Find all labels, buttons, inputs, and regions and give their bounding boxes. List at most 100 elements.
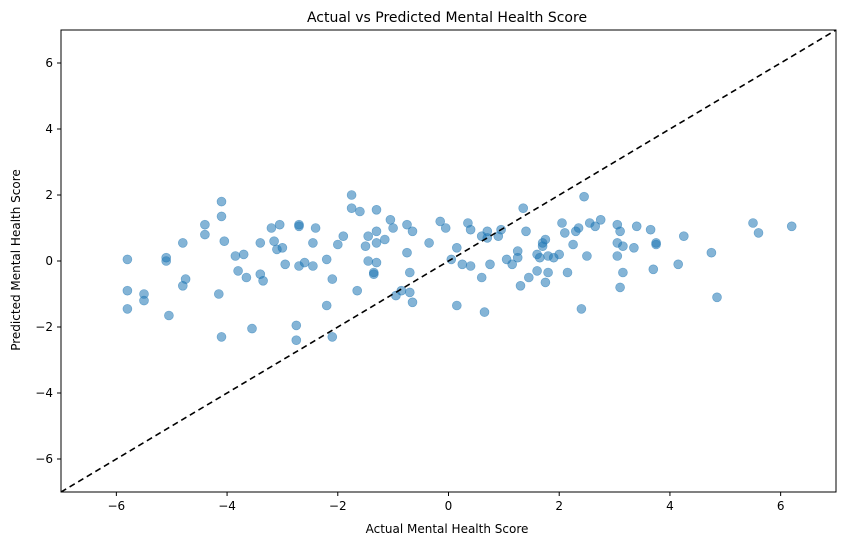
x-tick-label: −2 xyxy=(329,499,347,513)
scatter-point xyxy=(507,259,518,270)
scatter-point xyxy=(371,238,382,248)
scatter-point xyxy=(291,320,302,331)
scatter-point xyxy=(540,277,551,288)
scatter-point xyxy=(645,224,656,235)
scatter-point xyxy=(582,251,592,261)
y-tick-label: 0 xyxy=(45,254,53,268)
scatter-point xyxy=(512,246,523,256)
chart-title: Actual vs Predicted Mental Health Score xyxy=(307,10,587,26)
scatter-point xyxy=(485,259,495,270)
scatter-point xyxy=(214,289,224,299)
y-axis-label: Predicted Mental Health Score xyxy=(9,169,23,351)
x-tick-label: −6 xyxy=(108,499,126,513)
scatter-point xyxy=(258,275,268,286)
scatter-point xyxy=(532,266,542,276)
scatter-point xyxy=(299,257,310,268)
y-tick-label: −4 xyxy=(35,386,53,400)
scatter-point xyxy=(618,241,628,251)
scatter-point xyxy=(139,295,149,306)
scatter-point xyxy=(122,304,133,314)
scatter-point xyxy=(465,261,476,271)
x-axis-label: Actual Mental Health Score xyxy=(366,522,529,536)
y-tick-label: 6 xyxy=(45,56,53,70)
scatter-point xyxy=(352,285,363,296)
scatter-point xyxy=(479,307,490,317)
scatter-point xyxy=(629,243,639,253)
scatter-point xyxy=(321,254,332,265)
scatter-point xyxy=(615,282,625,293)
scatter-point xyxy=(385,215,396,225)
scatter-point xyxy=(266,223,277,233)
scatter-point xyxy=(277,243,288,253)
scatter-point xyxy=(216,211,227,222)
scatter-point xyxy=(371,257,382,268)
scatter-point xyxy=(291,335,302,346)
scatter-point xyxy=(451,300,462,311)
scatter-point xyxy=(451,243,462,253)
scatter-point xyxy=(424,238,434,248)
scatter-point xyxy=(371,205,382,215)
scatter-point xyxy=(706,247,717,258)
scatter-point xyxy=(371,226,382,237)
scatter-point xyxy=(557,218,567,228)
scatter-point xyxy=(355,206,365,217)
scatter-point xyxy=(241,272,252,283)
scatter-point xyxy=(590,221,601,232)
scatter-point xyxy=(363,231,374,241)
scatter-point xyxy=(440,223,451,233)
scatter-point xyxy=(308,261,318,271)
scatter-point xyxy=(748,218,758,228)
scatter-point xyxy=(521,226,531,237)
x-tick-label: 2 xyxy=(555,499,563,513)
scatter-point xyxy=(476,272,487,283)
x-tick-label: −4 xyxy=(218,499,236,513)
scatter-point xyxy=(404,267,415,278)
scatter-point xyxy=(327,332,338,342)
scatter-point xyxy=(631,221,642,232)
scatter-point xyxy=(543,267,553,278)
scatter-point xyxy=(786,221,797,232)
scatter-point xyxy=(280,259,291,270)
scatter-point xyxy=(402,247,412,258)
scatter-point xyxy=(678,231,689,241)
scatter-point xyxy=(230,251,241,261)
reference-diagonal-line xyxy=(60,29,837,493)
y-tick-label: 2 xyxy=(45,188,53,202)
scatter-point xyxy=(534,252,545,263)
scatter-point xyxy=(346,203,357,213)
scatter-point xyxy=(161,256,171,266)
scatter-point xyxy=(233,266,243,276)
scatter-point xyxy=(247,323,257,334)
scatter-point xyxy=(402,219,412,230)
scatter-point xyxy=(200,229,210,240)
scatter-point xyxy=(379,234,390,245)
scatter-point xyxy=(515,280,526,291)
scatter-point xyxy=(579,191,589,202)
scatter-point xyxy=(216,196,227,207)
scatter-point xyxy=(338,231,349,241)
scatter-point xyxy=(238,249,249,260)
scatter-point xyxy=(457,259,468,270)
scatter-point xyxy=(332,239,343,250)
scatter-point xyxy=(648,264,659,275)
scatter-point xyxy=(122,285,133,296)
scatter-point xyxy=(122,254,133,265)
scatter-point xyxy=(753,228,764,238)
scatter-point xyxy=(540,234,551,245)
scatter-point xyxy=(568,239,578,250)
scatter-point xyxy=(562,267,573,278)
y-axis-ticks: −6 −4 −2 0 2 4 6 xyxy=(35,56,61,466)
scatter-point xyxy=(595,215,606,225)
scatter-point xyxy=(612,251,623,261)
scatter-point xyxy=(368,269,379,280)
scatter-point xyxy=(615,226,625,237)
scatter-point xyxy=(407,226,418,237)
scatter-point xyxy=(651,238,661,248)
scatter-point xyxy=(559,228,570,238)
x-tick-label: 4 xyxy=(666,499,674,513)
scatter-point xyxy=(465,224,476,235)
x-tick-label: 6 xyxy=(777,499,785,513)
scatter-point xyxy=(435,216,446,227)
scatter-point xyxy=(180,274,191,284)
